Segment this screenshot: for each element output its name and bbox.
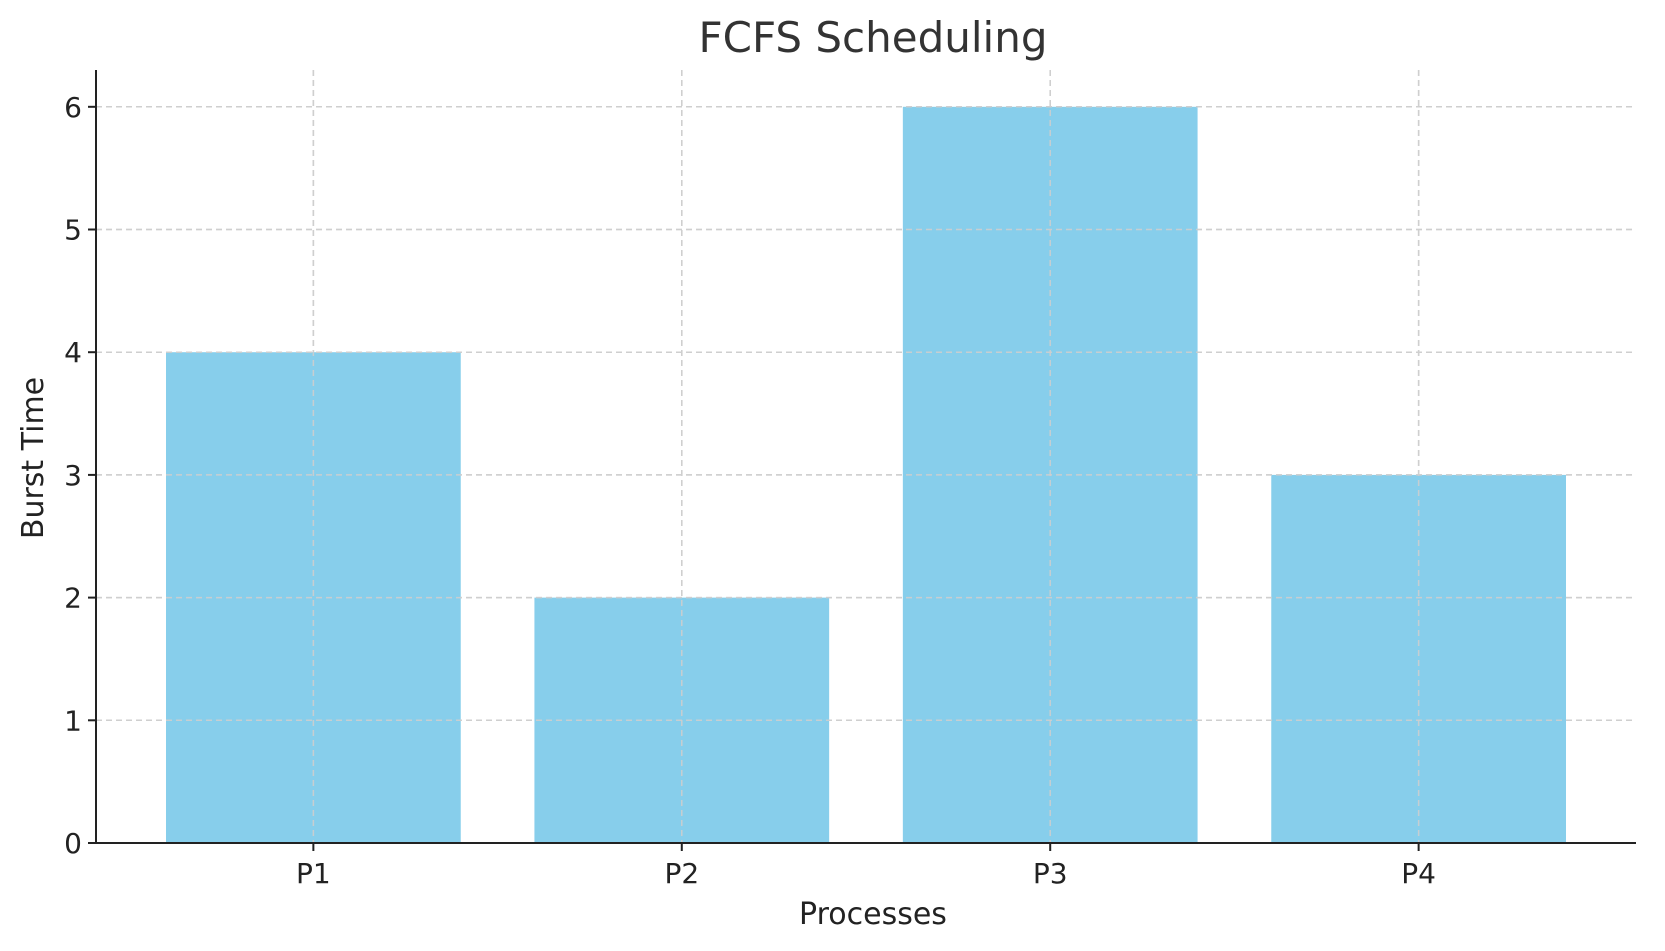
x-tick-labels: P1 P2 P3 P4: [296, 843, 1436, 890]
y-tick-label: 5: [64, 214, 82, 247]
y-tick-label: 0: [64, 827, 82, 860]
x-axis-label: Processes: [799, 897, 947, 932]
x-tick-label: P4: [1401, 857, 1436, 890]
y-tick-label: 1: [64, 704, 82, 737]
y-tick-label: 2: [64, 582, 82, 615]
bars-layer: [96, 70, 1636, 844]
y-tick-label: 4: [64, 336, 82, 369]
chart-title: FCFS Scheduling: [698, 13, 1047, 62]
y-tick-label: 6: [64, 91, 82, 124]
axes-layer: [95, 70, 1636, 844]
x-tick-label: P3: [1033, 857, 1068, 890]
y-tick-label: 3: [64, 459, 82, 492]
y-axis-label: Burst Time: [16, 377, 51, 539]
x-tick-label: P1: [296, 857, 331, 890]
y-tick-labels: 0 1 2 3 4 5 6: [64, 91, 96, 860]
x-tick-label: P2: [664, 857, 699, 890]
